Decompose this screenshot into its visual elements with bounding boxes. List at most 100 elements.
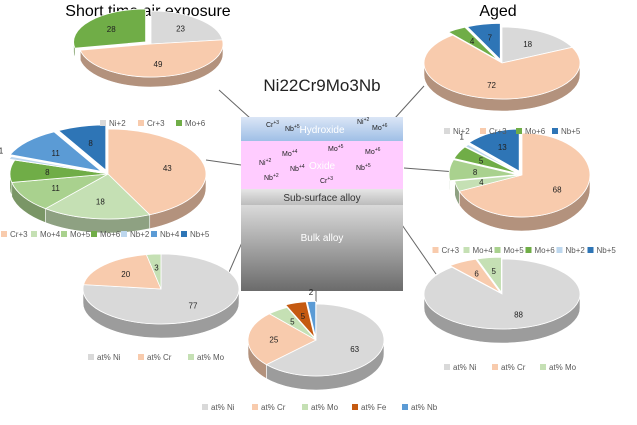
pie-value-label: 4 <box>470 37 475 46</box>
legend-swatch <box>176 120 182 126</box>
legend-swatch <box>540 364 546 370</box>
legend-swatch <box>352 404 358 410</box>
pie-slice <box>73 8 147 49</box>
pie-slice <box>501 26 574 64</box>
legend-swatch <box>138 120 144 126</box>
legend-label: Cr+3 <box>489 127 507 136</box>
hydroxide-layer <box>241 117 403 141</box>
legend-swatch <box>480 128 486 134</box>
pie-value-label: 5 <box>301 312 306 321</box>
pie-slice <box>11 173 109 210</box>
species-label: Nb+2 <box>264 173 279 182</box>
legend-label: Mo+6 <box>100 230 121 239</box>
legend-label: at% Ni <box>211 403 235 412</box>
legend-swatch <box>494 247 501 253</box>
pie-short-time-hydroxide: 23 49 28 <box>73 8 224 88</box>
legend-label: at% Mo <box>311 403 339 412</box>
pie-slice <box>107 128 207 216</box>
short-time-heading: Short time air exposure <box>65 3 231 20</box>
legend-swatch <box>138 354 144 360</box>
pie-value-label: 13 <box>498 143 507 152</box>
connector-line <box>218 89 251 119</box>
layer-stack: Hydroxide Oxide Sub-surface alloy Bulk a… <box>241 117 403 291</box>
legend-swatch <box>151 231 157 237</box>
pie-value-label: 5 <box>492 267 497 276</box>
subsurface-layer <box>241 189 403 205</box>
legend-label: Cr+3 <box>10 230 28 239</box>
legend-label: Nb+4 <box>160 230 180 239</box>
pie-slice <box>306 300 317 338</box>
pie-value-label: 8 <box>88 139 93 148</box>
legend-label: at% Cr <box>147 353 172 362</box>
legend-label: at% Cr <box>501 363 526 372</box>
pie-value-label: 68 <box>553 185 562 194</box>
legend-swatch <box>556 247 563 253</box>
pie-value-label: 28 <box>107 25 116 34</box>
legend-swatch <box>1 231 7 237</box>
pie-slice <box>448 159 518 182</box>
pie-slice <box>458 132 591 218</box>
legend-label: Mo+5 <box>504 246 525 255</box>
legend-swatch <box>88 354 94 360</box>
legend-short-time-oxide: Cr+3 Mo+4 Mo+5 Mo+6 Nb+2 Nb+4 Nb+5 <box>1 230 210 239</box>
pie-value-label: 5 <box>290 318 295 327</box>
legend-label: Mo+6 <box>525 127 546 136</box>
legend-swatch <box>525 247 532 253</box>
species-label: Nb+4 <box>290 164 305 173</box>
pie-slice <box>150 10 223 45</box>
legend-swatch <box>202 404 208 410</box>
pie-slice <box>448 258 501 293</box>
alloy-title: Ni22Cr9Mo3Nb <box>263 76 380 95</box>
pie-bulk: 63 25 55 2 <box>247 288 385 391</box>
legend-label: at% Ni <box>453 363 477 372</box>
legend-label: Mo+6 <box>535 246 556 255</box>
pie-slice <box>268 306 317 341</box>
legend-label: Cr+3 <box>442 246 460 255</box>
pie-short-time-subsurface: 77 20 3 <box>82 253 240 339</box>
pie-slice <box>79 39 224 78</box>
pie-value-label: 8 <box>473 168 478 177</box>
pie-value-label: 3 <box>154 263 159 272</box>
legend-label: Mo+6 <box>185 119 206 128</box>
pie-value-label: 72 <box>487 81 496 90</box>
pie-value-label: 43 <box>163 164 172 173</box>
pie-slice <box>145 253 162 290</box>
legend-swatch <box>463 247 470 253</box>
pie-value-label: 77 <box>189 301 198 310</box>
species-label: Mo+6 <box>365 147 381 156</box>
species-label: Cr+3 <box>320 176 333 185</box>
legend-label: Nb+2 <box>566 246 586 255</box>
pie-slice <box>454 174 523 192</box>
legend-swatch <box>402 404 408 410</box>
pie-slice <box>284 301 315 338</box>
legend-label: Cr+3 <box>147 119 165 128</box>
oxide-label: Oxide <box>309 161 336 172</box>
legend-label: Mo+4 <box>473 246 494 255</box>
legend-aged-hydroxide: Ni+2 Cr+3 Mo+6 Nb+5 <box>444 127 581 136</box>
pie-slice <box>447 26 499 61</box>
legend-aged-subsurface: at% Ni at% Cr at% Mo <box>444 363 577 372</box>
legend-label: Nb+2 <box>130 230 150 239</box>
pie-aged-oxide: 68 485 1 13 <box>448 128 591 232</box>
pie-value-label: 5 <box>479 156 484 165</box>
pie-value-label: 7 <box>488 34 493 43</box>
connector-line <box>205 159 242 166</box>
bulk-label: Bulk alloy <box>301 233 344 244</box>
pie-aged-subsurface: 88 6 5 <box>423 256 581 344</box>
legend-label: at% Nb <box>411 403 438 412</box>
pie-value-label: 88 <box>514 310 523 319</box>
legend-swatch <box>516 128 522 134</box>
legend-swatch <box>444 128 450 134</box>
legend-label: at% Cr <box>261 403 286 412</box>
pie-value-label: 18 <box>523 40 532 49</box>
legend-bulk: at% Ni at% Cr at% Mo at% Fe at% Nb <box>202 403 438 412</box>
legend-short-time-subsurface: at% Ni at% Cr at% Mo <box>88 353 225 362</box>
pie-slice <box>8 156 103 174</box>
pie-slice <box>83 254 162 290</box>
pie-value-label: 1 <box>0 146 4 155</box>
pie-value-label: 11 <box>52 149 61 158</box>
